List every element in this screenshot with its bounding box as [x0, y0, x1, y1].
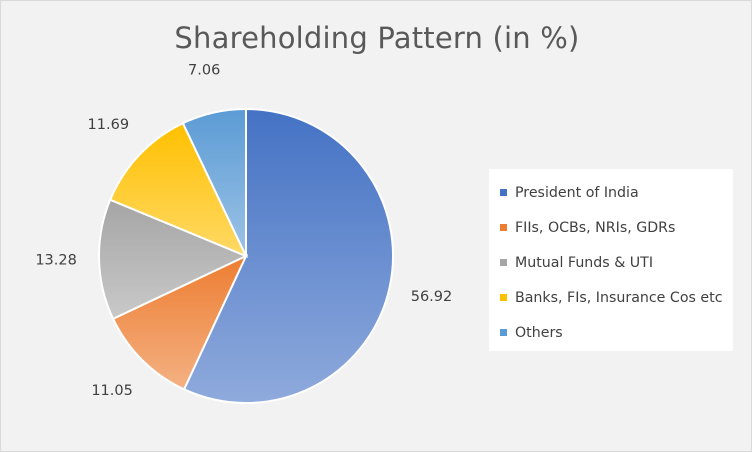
data-label-mutual-funds-uti: 13.28	[35, 253, 77, 269]
legend-label: Mutual Funds & UTI	[515, 254, 654, 271]
pie-slice-fiis-ocbs-nris-gdrs	[111, 253, 249, 391]
pie-slice-banks-fis-insurance-cos-etc	[108, 121, 249, 258]
legend-swatch	[500, 189, 507, 196]
legend-swatch	[500, 259, 507, 266]
data-label-fiis-ocbs-nris-gdrs: 11.05	[91, 383, 133, 399]
legend-swatch	[500, 329, 507, 336]
pie-slice-mutual-funds-uti	[98, 198, 249, 321]
pie-slice-others	[181, 107, 247, 257]
legend-label: President of India	[515, 184, 639, 201]
legend-item-president-of-india: President of India	[489, 175, 733, 210]
data-label-banks-fis-insurance-cos-etc: 11.69	[88, 117, 130, 133]
legend-swatch	[500, 224, 507, 231]
pie-data-labels: 56.92 11.05 13.28 11.69 7.06	[35, 63, 452, 399]
data-label-others: 7.06	[188, 63, 220, 79]
legend-item-mutual-funds-uti: Mutual Funds & UTI	[489, 245, 733, 280]
legend-label: Others	[515, 324, 563, 341]
data-label-president-of-india: 56.92	[411, 289, 453, 305]
legend-item-fiis-ocbs-nris-gdrs: FIIs, OCBs, NRIs, GDRs	[489, 210, 733, 245]
legend: President of India FIIs, OCBs, NRIs, GDRs…	[489, 169, 733, 351]
legend-item-others: Others	[489, 315, 733, 350]
legend-item-banks-fis-insurance-cos-etc: Banks, FIs, Insurance Cos etc	[489, 280, 733, 315]
legend-label: Banks, FIs, Insurance Cos etc	[515, 289, 723, 306]
pie-slice-president-of-india	[182, 107, 394, 404]
legend-label: FIIs, OCBs, NRIs, GDRs	[515, 219, 676, 236]
chart-title: Shareholding Pattern (in %)	[174, 21, 580, 55]
legend-swatch	[500, 294, 507, 301]
pie-slices	[98, 107, 394, 404]
